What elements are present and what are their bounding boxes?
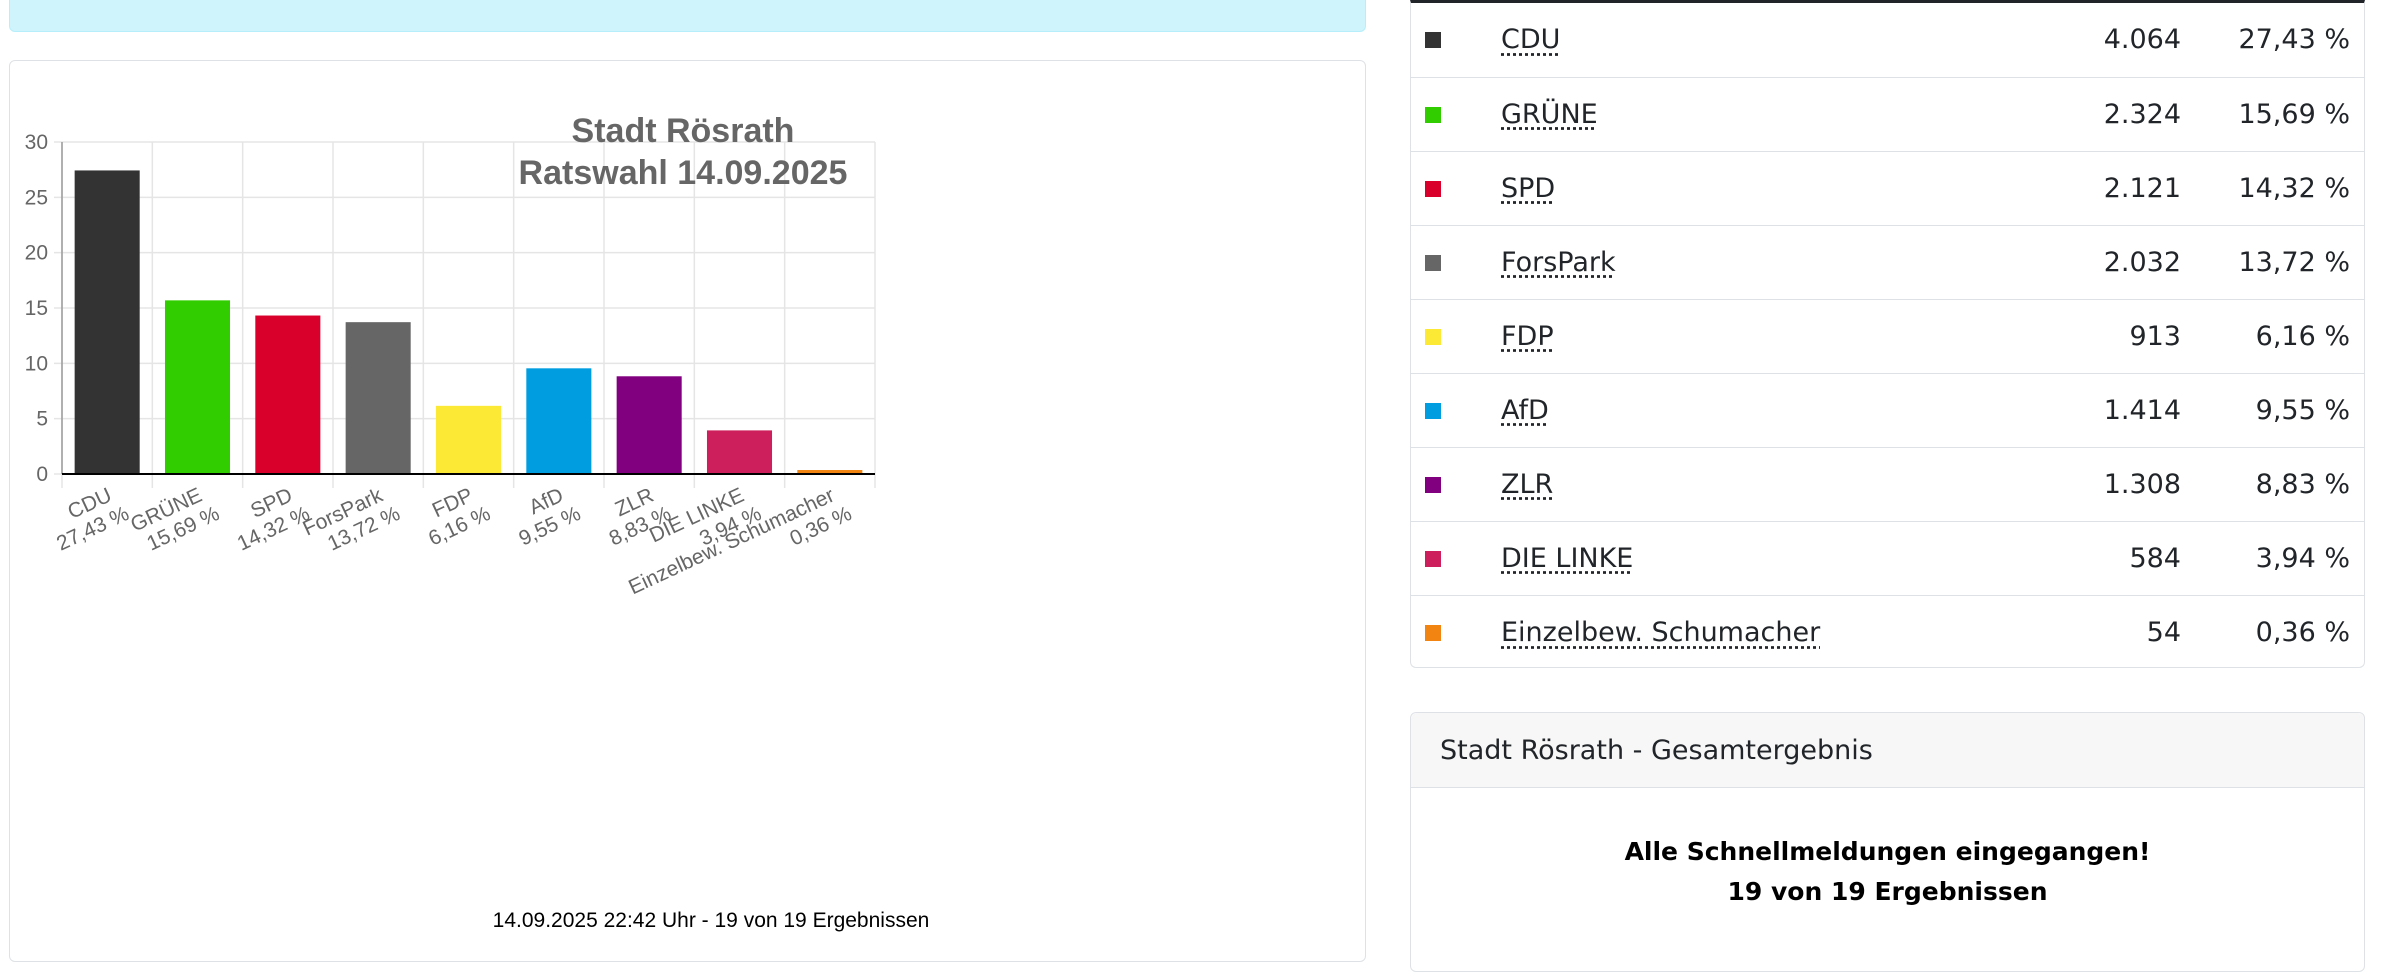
party-cell: CDU [1501, 3, 1981, 77]
party-name-link[interactable]: CDU [1501, 24, 1561, 56]
party-color-swatch [1425, 32, 1441, 49]
results-row: CDU 4.064 27,43 % [1411, 3, 2364, 77]
y-tick-label: 5 [36, 408, 48, 431]
bar[interactable] [526, 368, 592, 474]
party-color-swatch [1425, 180, 1441, 197]
party-cell: ForsPark [1501, 225, 1981, 299]
bar[interactable] [435, 405, 502, 474]
summary-card: Stadt Rösrath - Gesamtergebnis Alle Schn… [1410, 712, 2365, 972]
percent-cell: 9,55 % [2255, 394, 2350, 426]
chart-card: 0 5 10 15 20 25 30 CDU 27,43 % GRÜNE 15,69 % SPD 14,… [9, 60, 1366, 962]
party-color-swatch [1425, 402, 1441, 419]
chart-title-line-1: Stadt Rösrath [572, 112, 795, 150]
summary-header: Stadt Rösrath - Gesamtergebnis [1411, 713, 2364, 788]
swatch-cell [1411, 225, 1501, 299]
party-cell: SPD [1501, 151, 1981, 225]
party-name-link[interactable]: ForsPark [1501, 246, 1616, 278]
bar[interactable] [164, 300, 231, 474]
party-color-swatch [1425, 550, 1441, 567]
results-row: AfD 1.414 9,55 % [1411, 373, 2364, 447]
results-row: SPD 2.121 14,32 % [1411, 151, 2364, 225]
party-cell: FDP [1501, 299, 1981, 373]
bar[interactable] [706, 430, 773, 474]
votes-cell: 913 [2129, 320, 2181, 352]
votes-cell: 4.064 [2103, 24, 2181, 56]
bar[interactable] [74, 170, 140, 474]
swatch-cell [1411, 521, 1501, 595]
swatch-cell [1411, 299, 1501, 373]
party-name-link[interactable]: FDP [1501, 320, 1554, 352]
party-name-link[interactable]: Einzelbew. Schumacher [1501, 616, 1821, 648]
results-row: GRÜNE 2.324 15,69 % [1411, 77, 2364, 151]
percent-cell: 13,72 % [2238, 246, 2350, 278]
party-cell: ZLR [1501, 447, 1981, 521]
percent-cell: 6,16 % [2255, 320, 2350, 352]
percent-cell: 14,32 % [2238, 172, 2350, 204]
party-name-link[interactable]: GRÜNE [1501, 98, 1598, 130]
results-row: FDP 913 6,16 % [1411, 299, 2364, 373]
party-cell: AfD [1501, 373, 1981, 447]
party-name-link[interactable]: SPD [1501, 172, 1556, 204]
results-row: Einzelbew. Schumacher 54 0,36 % [1411, 595, 2364, 669]
results-row: ZLR 1.308 8,83 % [1411, 447, 2364, 521]
party-name-link[interactable]: ZLR [1501, 468, 1554, 500]
summary-count-line: 19 von 19 Ergebnissen [1727, 877, 2048, 906]
party-cell: Einzelbew. Schumacher [1501, 595, 1981, 669]
percent-cell: 8,83 % [2255, 468, 2350, 500]
percent-cell: 15,69 % [2238, 98, 2350, 130]
y-tick-label: 25 [25, 186, 48, 209]
percent-cell: 0,36 % [2255, 616, 2350, 648]
bar[interactable] [345, 322, 411, 474]
chart-footer-status: 14.09.2025 22:42 Uhr - 19 von 19 Ergebni… [493, 909, 930, 932]
party-color-swatch [1425, 254, 1441, 271]
results-row: DIE LINKE 584 3,94 % [1411, 521, 2364, 595]
swatch-cell [1411, 595, 1501, 669]
y-tick-label: 20 [25, 242, 48, 265]
party-color-swatch [1425, 328, 1441, 345]
party-name-link[interactable]: DIE LINKE [1501, 542, 1634, 574]
votes-cell: 2.032 [2103, 246, 2181, 278]
votes-cell: 2.324 [2103, 98, 2181, 130]
percent-cell: 27,43 % [2238, 24, 2350, 56]
results-table: CDU 4.064 27,43 % GRÜNE 2.324 15,69 % SPD 2.121… [1410, 0, 2365, 668]
y-tick-label: 10 [25, 352, 48, 375]
summary-body: Alle Schnellmeldungen eingegangen! 19 vo… [1411, 788, 2364, 912]
swatch-cell [1411, 447, 1501, 521]
votes-cell: 1.414 [2103, 394, 2181, 426]
summary-status-line: Alle Schnellmeldungen eingegangen! [1624, 837, 2151, 866]
party-color-swatch [1425, 624, 1441, 641]
party-cell: DIE LINKE [1501, 521, 1981, 595]
party-color-swatch [1425, 476, 1441, 493]
votes-cell: 2.121 [2103, 172, 2181, 204]
y-tick-label: 0 [36, 463, 48, 486]
swatch-cell [1411, 77, 1501, 151]
party-cell: GRÜNE [1501, 77, 1981, 151]
swatch-cell [1411, 373, 1501, 447]
bar[interactable] [616, 376, 682, 474]
votes-cell: 54 [2146, 616, 2181, 648]
results-row: ForsPark 2.032 13,72 % [1411, 225, 2364, 299]
party-name-link[interactable]: AfD [1501, 394, 1549, 426]
bar[interactable] [255, 315, 321, 474]
votes-cell: 584 [2129, 542, 2181, 574]
swatch-cell [1411, 3, 1501, 77]
votes-cell: 1.308 [2103, 468, 2181, 500]
bar[interactable] [797, 470, 863, 474]
party-color-swatch [1425, 106, 1441, 123]
percent-cell: 3,94 % [2255, 542, 2350, 574]
y-tick-label: 15 [25, 297, 48, 320]
y-tick-label: 30 [25, 131, 48, 154]
info-alert [9, 0, 1366, 32]
swatch-cell [1411, 151, 1501, 225]
chart-title-line-2: Ratswahl 14.09.2025 [519, 154, 848, 192]
